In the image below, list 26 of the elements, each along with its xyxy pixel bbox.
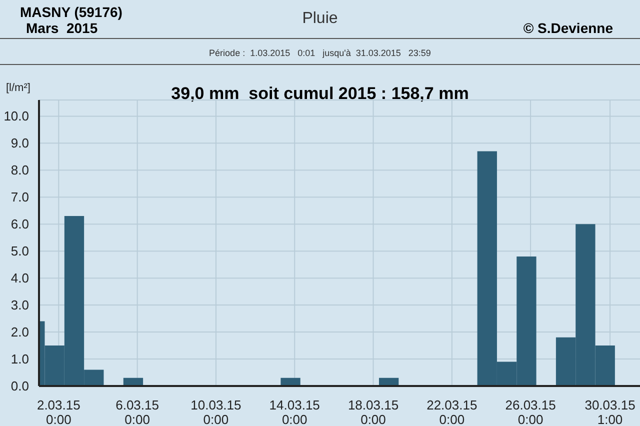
annotation: 39,0 mm soit cumul 2015 : 158,7 mm bbox=[171, 84, 469, 103]
y-tick-label: 5.0 bbox=[10, 244, 29, 259]
x-tick-label: 6.03.15 0:00 bbox=[116, 398, 159, 426]
y-tick-label: 10.0 bbox=[4, 108, 29, 124]
x-tick-label: 2.03.15 0:00 bbox=[36, 398, 80, 426]
y-tick-label: 6.0 bbox=[10, 216, 29, 232]
x-tick-label: 18.03.15 0:00 bbox=[348, 398, 399, 426]
y-tick-label: 1.0 bbox=[10, 352, 29, 367]
chart-subtitle: Période : 1.03.2015 0:01 jusqu'à 31.03.2015 23:59 bbox=[0, 44, 640, 65]
y-tick-label: 4.0 bbox=[10, 270, 29, 286]
y-tick-label: 2.0 bbox=[10, 324, 29, 340]
x-tick-label: 14.03.15 0:00 bbox=[269, 398, 320, 426]
chart-title: Pluie bbox=[302, 10, 338, 27]
y-axis-title: [l/m²] bbox=[6, 82, 30, 94]
y-tick-label: 0.0 bbox=[10, 378, 29, 394]
text: MASNY (59176) bbox=[20, 4, 122, 20]
x-tick-label: 30.03.15 1:00 bbox=[584, 398, 636, 426]
x-tick-label: 22.03.15 0:00 bbox=[426, 398, 478, 426]
x-tick-label: 26.03.15 0:00 bbox=[505, 398, 556, 426]
y-tick-label: 9.0 bbox=[10, 136, 29, 151]
text: © S.Devienne bbox=[523, 20, 613, 36]
y-tick-label: 7.0 bbox=[10, 190, 29, 205]
y-tick-label: 3.0 bbox=[10, 298, 29, 313]
x-tick-label: 10.03.15 0:00 bbox=[190, 398, 242, 426]
text: Mars 2015 bbox=[26, 20, 98, 36]
y-tick-label: 8.0 bbox=[10, 162, 29, 178]
